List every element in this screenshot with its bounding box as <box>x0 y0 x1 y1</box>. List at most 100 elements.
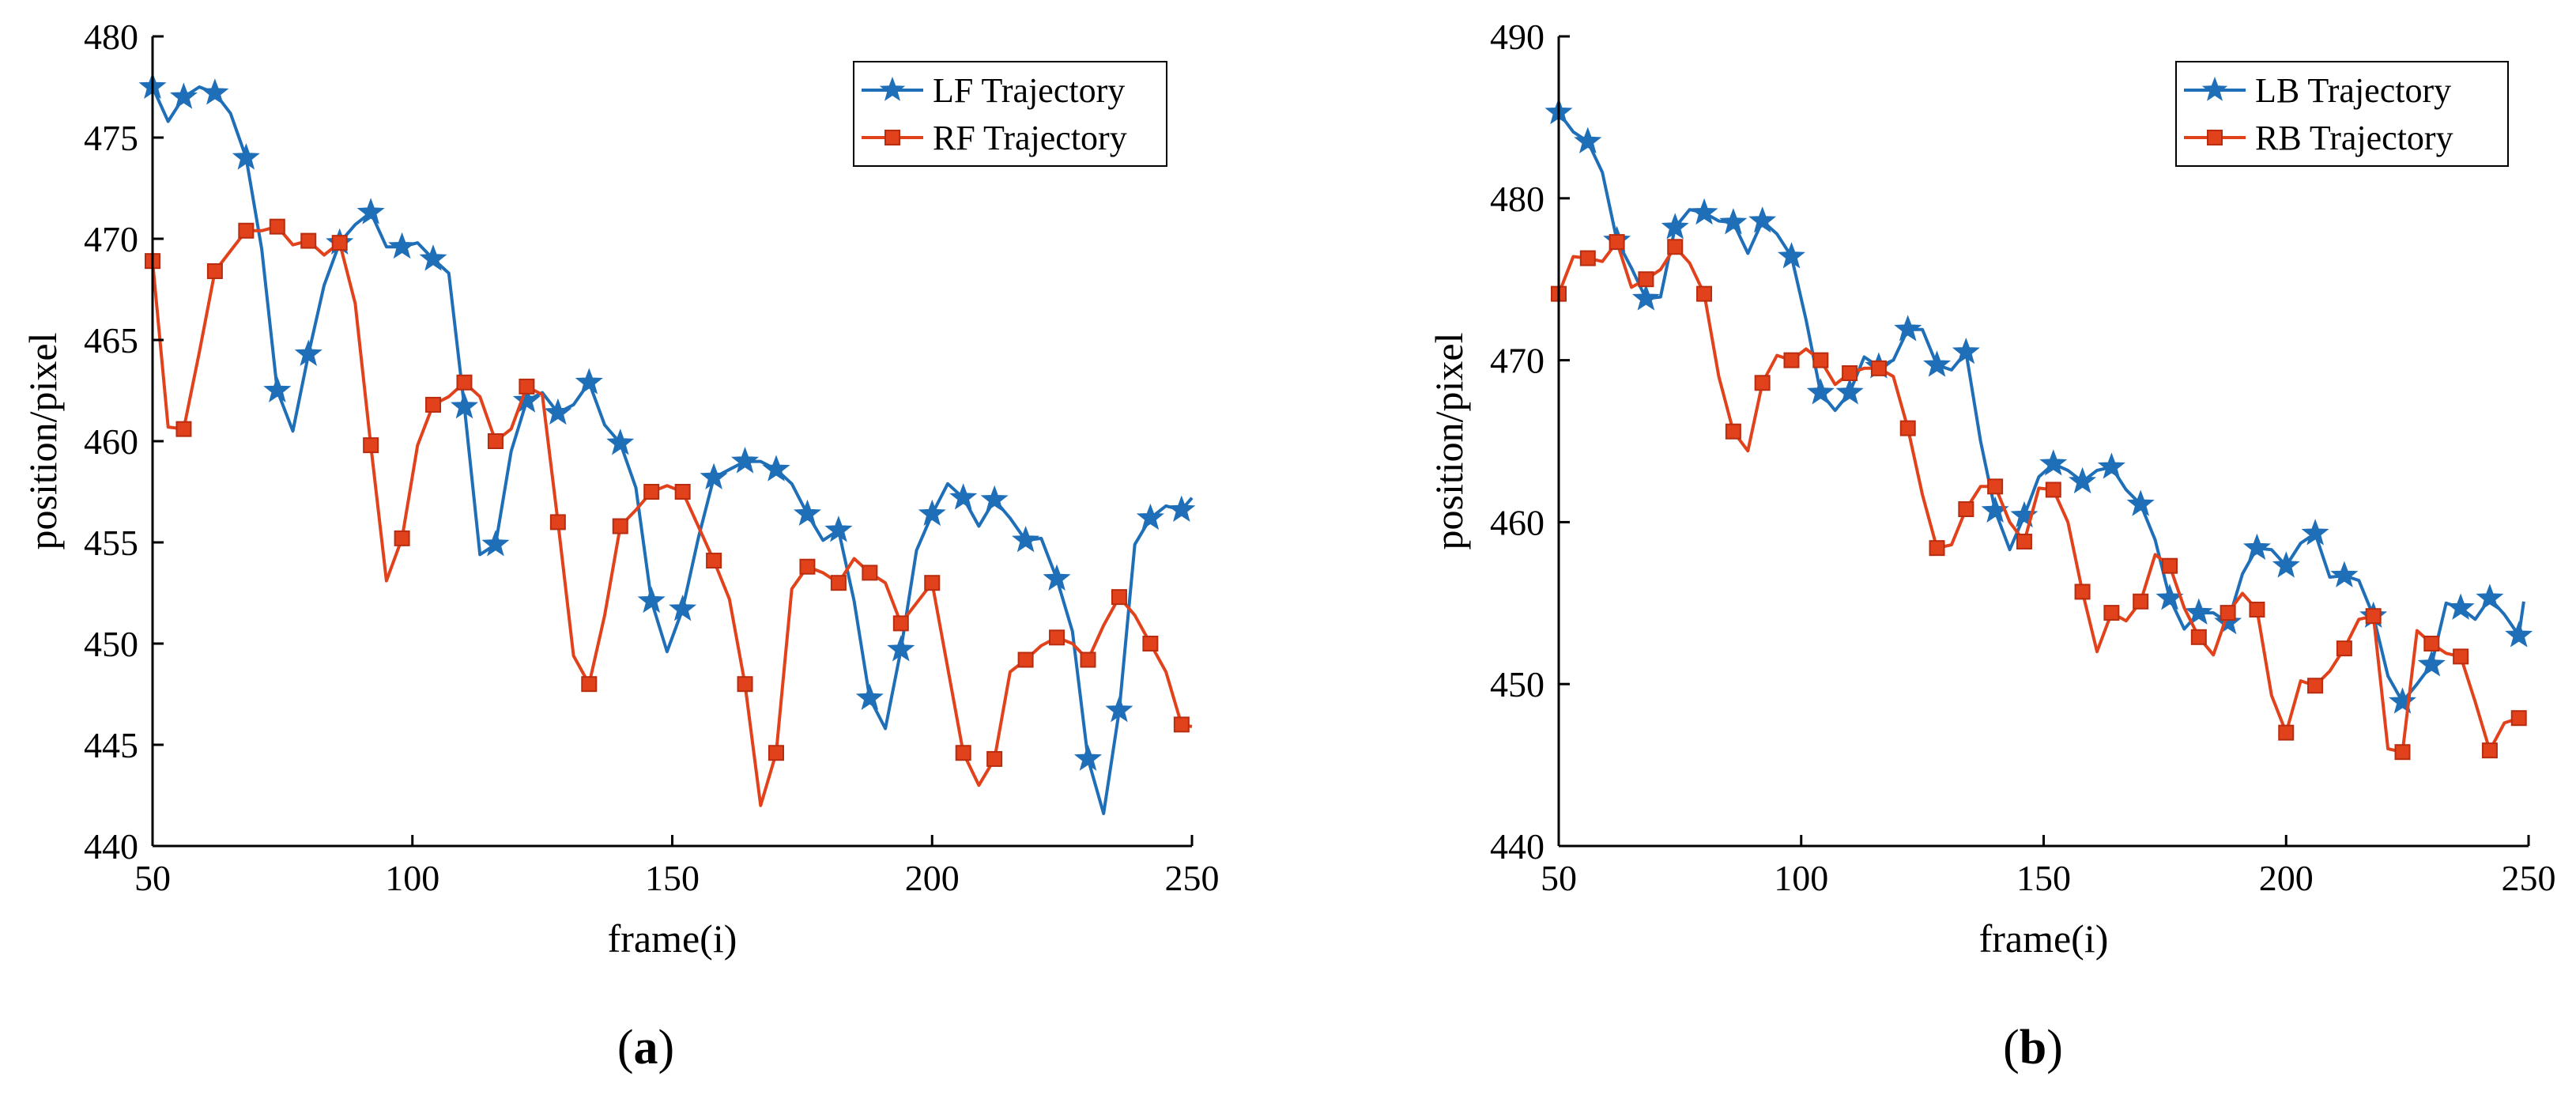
data-point-star <box>575 368 603 395</box>
data-point-square <box>2336 640 2352 657</box>
data-point-star <box>1574 127 1602 154</box>
y-tick-label: 490 <box>1490 17 1544 57</box>
y-tick-label: 470 <box>84 219 138 259</box>
data-point-square <box>799 558 816 575</box>
data-point-square <box>643 484 660 500</box>
data-point-star <box>512 386 541 413</box>
data-point-star <box>887 635 915 662</box>
data-point-square <box>394 530 410 546</box>
data-point-star <box>2039 449 2068 476</box>
data-point-square <box>2249 601 2265 617</box>
data-point-square <box>1870 360 1887 376</box>
data-point-square <box>238 222 255 239</box>
data-point-square <box>2103 605 2120 621</box>
data-point-star <box>1661 213 1689 240</box>
data-point-star <box>1012 525 1040 553</box>
data-point-star <box>855 683 884 711</box>
legend-box <box>853 61 1167 167</box>
data-point-square <box>955 745 971 761</box>
data-point-square <box>300 232 317 249</box>
data-point-star <box>2388 687 2417 714</box>
x-tick-label: 50 <box>134 858 171 898</box>
data-point-star <box>1748 206 1777 233</box>
data-point-star <box>1894 315 1922 342</box>
panel-a-label: (a) <box>617 1021 674 1074</box>
data-point-star <box>2272 551 2300 578</box>
series-line <box>151 85 1194 815</box>
x-tick-label: 250 <box>1165 858 1220 898</box>
data-point-star <box>201 78 229 105</box>
x-tick-label: 100 <box>385 858 439 898</box>
data-point-square <box>2510 710 2527 727</box>
data-point-star <box>2097 452 2125 479</box>
data-point-star <box>450 392 479 419</box>
data-point-square <box>2278 724 2295 741</box>
data-point-square <box>2423 636 2440 651</box>
series-line <box>1557 240 2525 754</box>
data-point-star <box>980 485 1009 512</box>
data-point-star <box>2069 466 2097 494</box>
data-point-star <box>1136 503 1164 531</box>
y-tick-label: 450 <box>84 624 138 664</box>
y-tick-label: 460 <box>1490 502 1544 542</box>
data-point-square <box>862 565 878 581</box>
y-tick-label: 445 <box>84 725 138 765</box>
y-tick-label: 475 <box>84 118 138 158</box>
data-point-square <box>519 378 535 395</box>
legend-label: RF Trajectory <box>933 119 1127 157</box>
y-tick-label: 450 <box>1490 664 1544 704</box>
data-point-star <box>1631 284 1660 311</box>
data-point-star <box>1719 208 1748 235</box>
data-point-star <box>2330 561 2359 587</box>
data-point-square <box>2045 482 2061 498</box>
data-point-square <box>2453 648 2469 665</box>
panel-a-chart: 50 100 150 200 250 440 445 450 455 460 465 470 475 48… <box>21 17 1220 961</box>
data-point-square <box>1080 651 1096 668</box>
data-point-square <box>2307 678 2324 694</box>
data-point-star <box>918 499 946 527</box>
data-point-square <box>487 433 504 449</box>
data-point-star <box>232 143 260 170</box>
y-tick-label: 470 <box>1490 341 1544 381</box>
legend-star-marker <box>879 77 906 101</box>
data-point-square <box>2016 533 2032 550</box>
data-point-square <box>1987 478 2004 495</box>
data-point-star <box>2242 533 2271 561</box>
data-point-square <box>206 262 223 279</box>
data-point-star <box>669 595 697 621</box>
data-point-square <box>768 745 784 761</box>
data-point-square <box>363 437 379 454</box>
y-tick-label: 465 <box>84 320 138 361</box>
panel-b-label: (b) <box>2003 1021 2063 1074</box>
data-point-square <box>1842 364 1858 381</box>
data-point-square <box>924 575 941 591</box>
data-point-square <box>2481 742 2498 759</box>
y-tick-label: 460 <box>84 421 138 462</box>
data-point-star <box>949 483 978 510</box>
data-point-star <box>294 339 322 366</box>
x-tick-label: 150 <box>2016 858 2071 898</box>
data-point-square <box>2365 608 2382 625</box>
data-point-square <box>456 374 473 391</box>
data-point-star <box>419 244 447 271</box>
data-point-square <box>1754 375 1771 391</box>
x-tick-label: 200 <box>905 858 960 898</box>
legend: LF Trajectory RF Trajectory <box>853 61 1167 167</box>
data-point-square <box>2394 744 2411 761</box>
data-point-square <box>892 615 909 632</box>
data-point-star <box>762 455 790 482</box>
data-point-star <box>388 232 417 259</box>
data-point-star <box>2301 519 2329 546</box>
x-tick-label: 200 <box>2259 858 2314 898</box>
series-rf-trajectory <box>145 218 1193 807</box>
data-point-square <box>1638 271 1654 288</box>
data-point-star <box>1043 564 1071 591</box>
y-tick-label: 455 <box>84 523 138 563</box>
data-point-square <box>612 518 628 534</box>
legend-star-marker <box>2201 77 2228 101</box>
legend-label: RB Trajectory <box>2255 119 2453 157</box>
legend-square-marker <box>2207 130 2223 145</box>
data-point-star <box>793 499 821 527</box>
data-point-square <box>1899 420 1916 436</box>
